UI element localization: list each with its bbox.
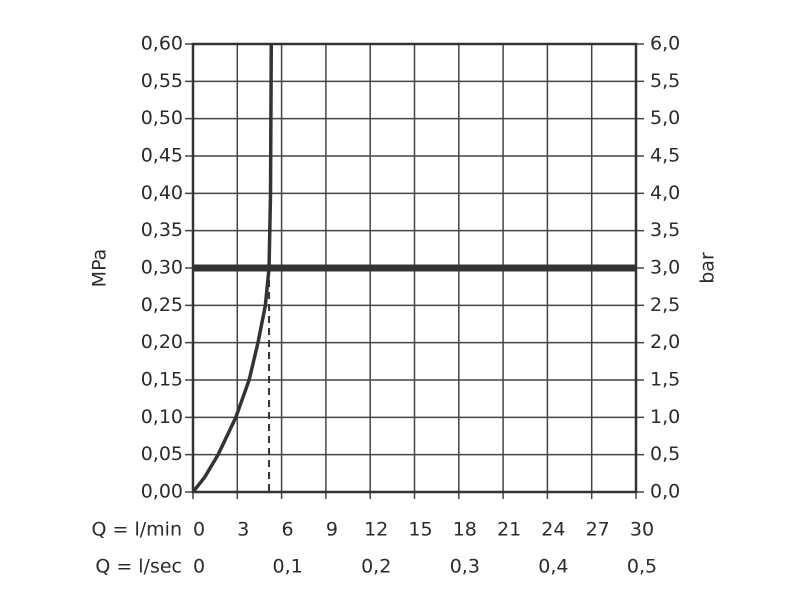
y2-tick-label: 3,5 <box>650 219 680 241</box>
y-tick-label: 0,40 <box>141 182 183 204</box>
y2-tick-label: 1,5 <box>650 369 680 391</box>
y-tick-label: 0,60 <box>141 33 183 55</box>
x-tick-label: 9 <box>326 519 338 541</box>
x-tick-label: 21 <box>497 519 521 541</box>
y-axis-label: MPa <box>89 249 111 288</box>
y-tick-label: 0,20 <box>141 331 183 353</box>
x2-tick-label: 0,5 <box>627 556 657 578</box>
y2-tick-label: 2,0 <box>650 331 680 353</box>
y2-tick-label: 4,5 <box>650 145 680 167</box>
x-tick-label: 6 <box>282 519 294 541</box>
y2-tick-label: 1,0 <box>650 406 680 428</box>
y-tick-label: 0,25 <box>141 294 183 316</box>
x2-tick-label: 0,2 <box>361 556 391 578</box>
x-tick-label: 0 <box>193 519 205 541</box>
y-tick-label: 0,15 <box>141 369 183 391</box>
y2-tick-label: 2,5 <box>650 294 680 316</box>
y2-tick-label: 0,5 <box>650 443 680 465</box>
y2-tick-label: 4,0 <box>650 182 680 204</box>
x2-tick-label: 0 <box>193 556 205 578</box>
data-line <box>191 43 274 494</box>
y2-tick-label: 5,5 <box>650 70 680 92</box>
x-tick-label: 3 <box>237 519 249 541</box>
y2-axis-label: bar <box>697 252 719 284</box>
y-tick-label: 0,45 <box>141 145 183 167</box>
y-tick-label: 0,05 <box>141 443 183 465</box>
x2-tick-label: 0,3 <box>450 556 480 578</box>
x-tick-label: 18 <box>453 519 477 541</box>
y-tick-label: 0,00 <box>141 481 183 503</box>
x2-tick-label: 0,1 <box>272 556 302 578</box>
x-tick-label: 15 <box>408 519 432 541</box>
y-tick-label: 0,55 <box>141 70 183 92</box>
y2-tick-label: 6,0 <box>650 33 680 55</box>
y-tick-label: 0,35 <box>141 219 183 241</box>
x-tick-label: 12 <box>364 519 388 541</box>
y-tick-label: 0,50 <box>141 107 183 129</box>
x-axis-label: Q = l/min <box>92 519 182 541</box>
y-tick-label: 0,10 <box>141 406 183 428</box>
y2-tick-label: 5,0 <box>650 107 680 129</box>
x-tick-label: 27 <box>586 519 610 541</box>
y-tick-label: 0,30 <box>141 257 183 279</box>
y2-tick-label: 3,0 <box>650 257 680 279</box>
y2-tick-label: 0,0 <box>650 481 680 503</box>
x-tick-label: 24 <box>541 519 565 541</box>
x2-axis-label: Q = l/sec <box>95 556 182 578</box>
x2-tick-label: 0,4 <box>538 556 568 578</box>
x-tick-label: 30 <box>630 519 654 541</box>
